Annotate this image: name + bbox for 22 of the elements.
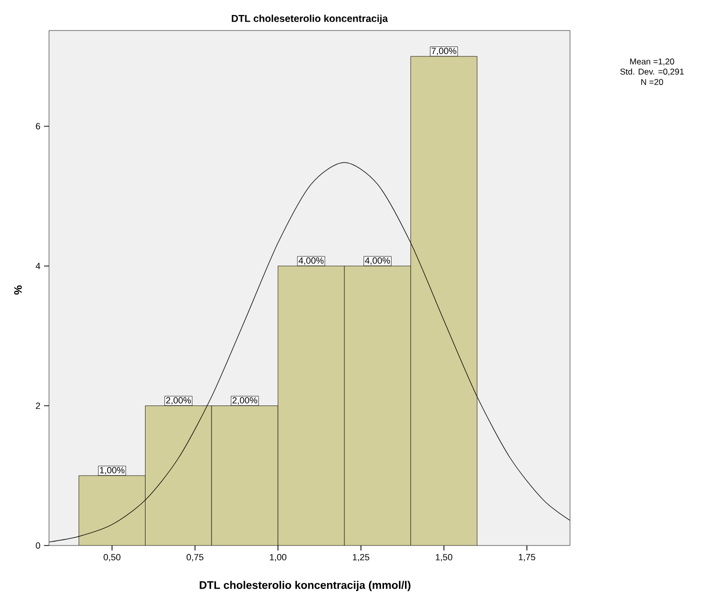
y-tick-label: 4 — [36, 262, 40, 270]
data-label: 2,00% — [232, 397, 258, 405]
data-label: 2,00% — [166, 397, 191, 405]
x-tick-label: 0,75 — [186, 554, 204, 562]
text: N =20 — [641, 79, 664, 85]
x-tick-label: 0,50 — [104, 554, 120, 562]
data-label: 7,00% — [432, 48, 456, 56]
y-tick-label: 2 — [36, 402, 40, 409]
text: Std. Dev. =0,291 — [620, 68, 684, 76]
x-axis-title: DTL cholesterolio koncentracija (mmol/l) — [200, 580, 410, 592]
data-label: 1,00% — [100, 467, 124, 474]
chart-title: DTL choleseterolio koncentracija — [232, 14, 388, 24]
x-tick-label: 1,50 — [436, 554, 452, 562]
data-label: 4,00% — [365, 257, 390, 265]
data-label: 4,00% — [298, 257, 324, 265]
x-tick-label: 1,75 — [518, 554, 536, 562]
y-tick-label: 0 — [36, 542, 40, 549]
y-axis-title: % — [14, 285, 22, 295]
x-tick-label: 1,00 — [270, 554, 286, 562]
text: Mean =1,20 — [630, 58, 674, 66]
y-tick-label: 6 — [36, 123, 40, 130]
x-tick-label: 1,25 — [352, 554, 370, 562]
